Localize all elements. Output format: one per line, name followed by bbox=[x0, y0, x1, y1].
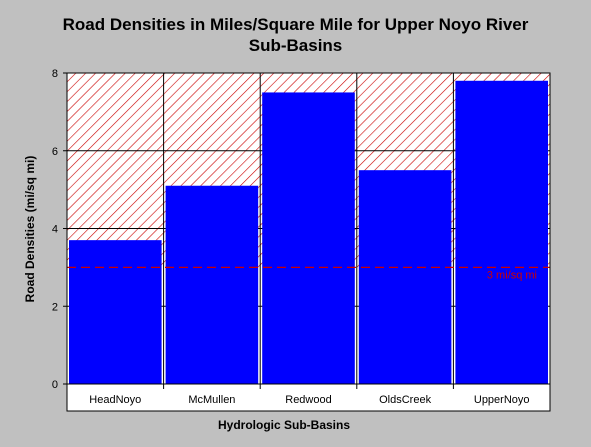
y-tick-label: 2 bbox=[52, 301, 58, 313]
x-tick-label: Redwood bbox=[285, 394, 331, 406]
chart-title-line-1: Road Densities in Miles/Square Mile for … bbox=[62, 15, 529, 34]
bar-redwood bbox=[262, 92, 355, 384]
y-axis-label: Road Densities (mi/sq mi) bbox=[23, 156, 37, 303]
bar-uppernoyo bbox=[455, 80, 548, 385]
x-tick-label: OldsCreek bbox=[379, 394, 431, 406]
threshold-label: 3 mi/sq mi bbox=[487, 269, 537, 281]
y-tick-label: 0 bbox=[52, 379, 58, 391]
x-tick-label: HeadNoyo bbox=[89, 394, 141, 406]
bar-headnoyo bbox=[69, 240, 162, 384]
x-tick-label: McMullen bbox=[188, 394, 235, 406]
y-tick-label: 6 bbox=[52, 146, 58, 158]
x-axis-label-strip bbox=[66, 383, 551, 412]
y-tick-label: 4 bbox=[52, 224, 58, 236]
x-tick-label: UpperNoyo bbox=[474, 394, 530, 406]
chart-title: Road Densities in Miles/Square Mile for … bbox=[0, 14, 591, 56]
bar-mcmullen bbox=[165, 185, 259, 384]
x-axis-label: Hydrologic Sub-Basins bbox=[218, 418, 351, 432]
bar-oldscreek bbox=[358, 170, 452, 384]
chart-title-line-2: Sub-Basins bbox=[248, 36, 343, 55]
y-tick-label: 8 bbox=[52, 68, 58, 80]
